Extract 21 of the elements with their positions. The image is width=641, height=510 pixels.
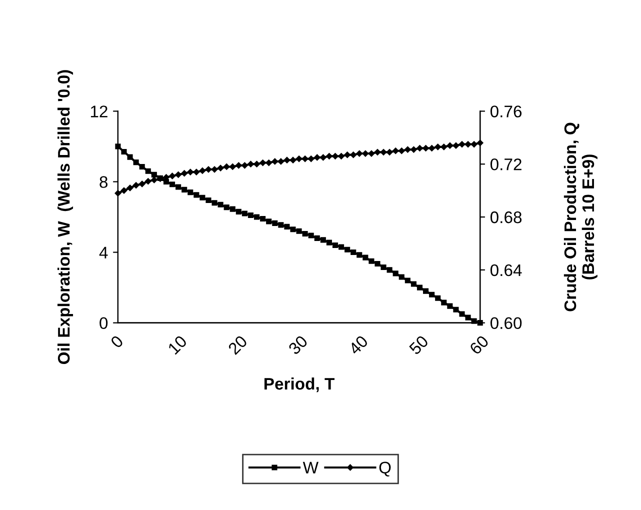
x-tick-label: 20 [228,334,248,356]
y2-tick-label: 0.68 [490,211,522,224]
y-tick-label: 0 [100,317,108,330]
x-axis-title: Period, T [264,377,335,392]
x-tick-label: 30 [288,334,308,356]
y-tick-label: 4 [99,246,108,258]
x-tick-label: 0 [110,334,124,349]
x-tick-label: 60 [468,334,490,356]
y2-tick-label: 0.64 [490,264,522,276]
legend-label: Q [379,462,391,476]
x-tick-label: 10 [167,334,188,355]
y2-axis-title: Crude Oil Production, Q (Barrels 10 E+9) [564,122,598,312]
x-tick-label: 40 [348,334,369,356]
y-tick-label: 8 [100,176,108,188]
x-tick-label: 50 [408,334,430,356]
y2-tick-label: 0.76 [490,106,522,118]
y-axis-title: Oil Exploration, W (Wells Drilled '0.0) [57,70,74,364]
legend-label: W [302,462,318,474]
y-tick-label: 12 [90,106,108,118]
y2-tick-label: 0.72 [490,158,522,170]
y2-tick-label: 0.60 [490,317,522,330]
